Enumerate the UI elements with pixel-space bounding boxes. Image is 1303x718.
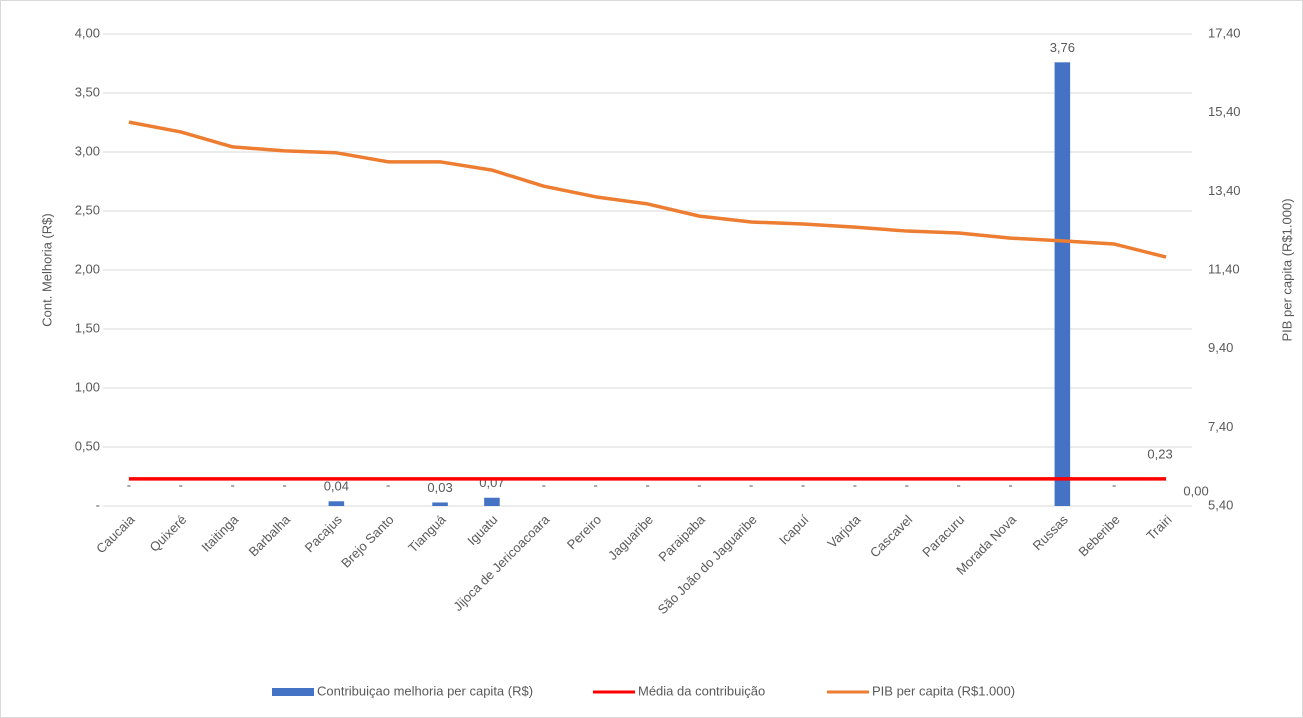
data-label: - — [905, 477, 909, 492]
data-label: - — [593, 477, 597, 492]
data-label: - — [956, 477, 960, 492]
y-tick-label: 3,00 — [75, 143, 100, 158]
bar — [328, 501, 345, 506]
y-axis-title: Cont. Melhoria (R$) — [39, 213, 54, 326]
data-label: - — [1112, 477, 1116, 492]
data-label: - — [282, 477, 286, 492]
y2-tick-label: 7,40 — [1208, 419, 1233, 434]
data-label: 3,76 — [1050, 40, 1075, 55]
data-label: - — [853, 477, 857, 492]
data-label: - — [801, 477, 805, 492]
y-tick-label: 1,50 — [75, 320, 100, 335]
y2-tick-label: 11,40 — [1208, 261, 1240, 276]
y2-tick-label: 17,40 — [1208, 25, 1241, 40]
bar — [484, 497, 500, 506]
data-label: 0,23 — [1147, 446, 1172, 461]
data-label: - — [749, 477, 753, 492]
data-label: - — [230, 477, 234, 492]
data-label: - — [542, 477, 546, 492]
data-label: - — [179, 477, 183, 492]
data-label: - — [1008, 477, 1012, 492]
y2-tick-label: 9,40 — [1208, 340, 1233, 355]
line — [128, 120, 1167, 259]
data-label: - — [697, 477, 701, 492]
data-label: 0,04 — [324, 479, 349, 494]
y2-tick-label: 5,40 — [1208, 497, 1233, 512]
legend-label: Média da contribuição — [638, 683, 765, 698]
y-tick-label: - — [96, 497, 100, 512]
data-label: - — [645, 477, 649, 492]
data-label: - — [127, 477, 131, 492]
data-label: - — [386, 477, 390, 492]
y-tick-label: 2,00 — [75, 261, 100, 276]
y2-axis-title: PIB per capita (R$1.000) — [1279, 198, 1294, 341]
y-tick-label: 1,00 — [75, 379, 100, 394]
legend-label: PIB per capita (R$1.000) — [872, 683, 1015, 698]
data-label: 0,00 — [1183, 483, 1208, 498]
y-tick-label: 4,00 — [75, 25, 100, 40]
y-tick-label: 2,50 — [75, 202, 100, 217]
legend-swatch — [272, 688, 314, 696]
y2-tick-label: 13,40 — [1208, 183, 1241, 198]
y2-tick-label: 15,40 — [1208, 104, 1241, 119]
bar — [432, 502, 448, 506]
bar — [1054, 62, 1071, 506]
data-label: 0,03 — [427, 480, 452, 495]
y-tick-label: 3,50 — [75, 84, 100, 99]
y-tick-label: 0,50 — [75, 438, 100, 453]
legend-label: Contribuiçao melhoria per capita (R$) — [317, 683, 533, 698]
